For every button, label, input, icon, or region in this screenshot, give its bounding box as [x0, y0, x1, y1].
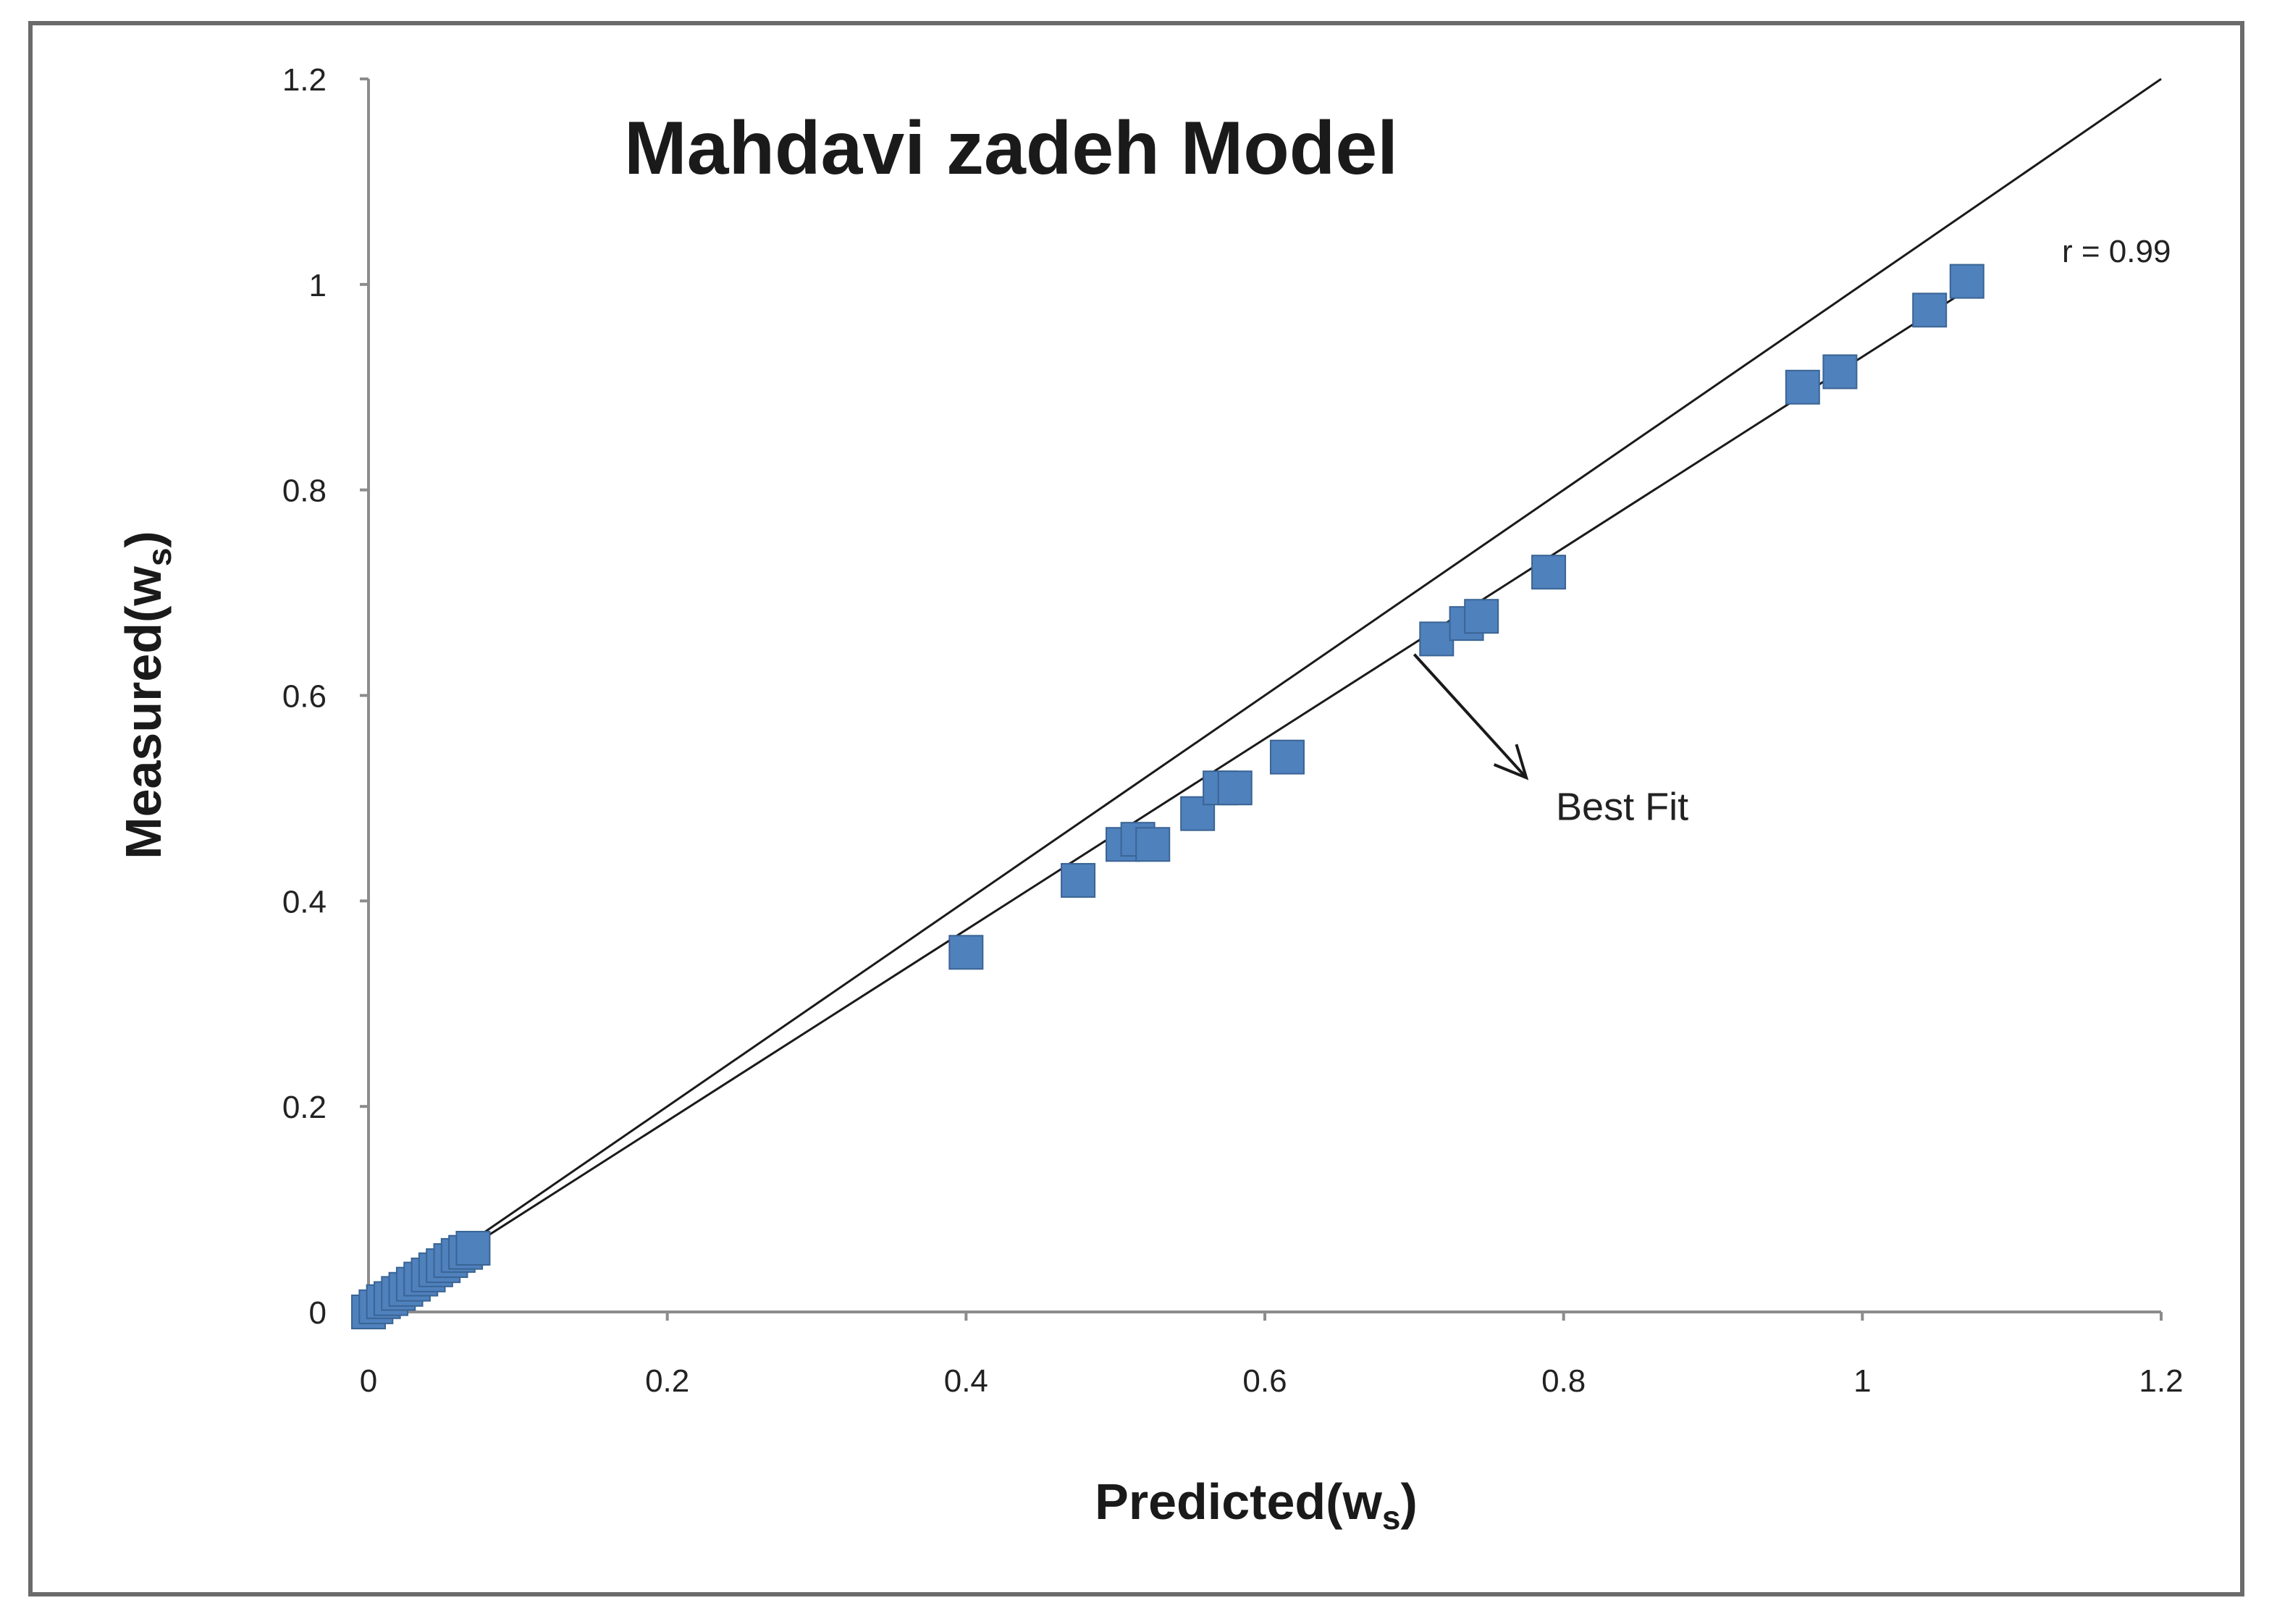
x-tick-label: 0.2 [645, 1363, 689, 1399]
y-tick-label: 0.6 [282, 679, 327, 715]
x-axis-title-close: ) [1401, 1473, 1418, 1530]
x-tick-label: 1.2 [2139, 1363, 2183, 1399]
annotations: r = 0.99 Best Fit [1413, 234, 2171, 828]
data-point [455, 1231, 491, 1266]
best-fit-label: Best Fit [1556, 785, 1688, 828]
y-axis-title: Measured(ws) [115, 531, 178, 859]
y-tick-label: 0.8 [282, 474, 327, 509]
x-tick-label: 0.6 [1242, 1363, 1287, 1399]
y-tick-label: 0.2 [282, 1090, 327, 1125]
y-tick-label: 0 [309, 1295, 327, 1331]
one-to-one-line [368, 77, 2162, 1313]
data-point [1217, 770, 1253, 806]
y-axis-title-close: ) [115, 531, 172, 547]
x-tick-label: 0.4 [944, 1363, 988, 1399]
best-fit-line [368, 293, 1961, 1313]
figure-frame [28, 21, 2244, 1596]
x-axis-title-main: Predicted(w [1095, 1473, 1382, 1530]
data-point [1061, 862, 1096, 898]
chart-title: Mahdavi zadeh Model [624, 106, 1398, 190]
y-axis-title-subscript: s [140, 548, 178, 567]
reference-lines [368, 77, 2162, 1313]
y-tick-label: 0.4 [282, 884, 327, 920]
data-point [1419, 621, 1455, 657]
data-point [1135, 827, 1171, 862]
best-fit-arrow [1413, 653, 1528, 779]
r-value-label: r = 0.99 [2062, 234, 2171, 269]
x-axis-title: Predicted(ws) [1095, 1473, 1418, 1536]
data-points [351, 264, 1985, 1329]
x-tick-label: 0 [360, 1363, 377, 1399]
y-tick-label: 1.2 [282, 62, 327, 98]
data-point [1949, 264, 1985, 299]
x-axis-title-subscript: s [1382, 1499, 1401, 1536]
y-axis-ticks: 0 0.2 0.4 0.6 0.8 1 1.2 [282, 62, 369, 1331]
data-point [1464, 599, 1499, 634]
x-tick-label: 0.8 [1541, 1363, 1586, 1399]
data-point [1912, 293, 1948, 328]
plot-area: 0 0.2 0.4 0.6 0.8 1 1.2 0 0.2 0.4 0.6 0.8 1 1.2 r = … [282, 62, 2184, 1399]
data-point [1531, 555, 1567, 590]
data-point [1269, 739, 1305, 775]
data-point [1822, 354, 1858, 390]
y-axis-title-main: Measured(w [115, 566, 172, 859]
data-point [948, 935, 984, 970]
y-tick-label: 1 [309, 268, 327, 303]
x-axis-ticks: 0 0.2 0.4 0.6 0.8 1 1.2 [360, 1312, 2184, 1399]
best-fit-arrowhead [1493, 744, 1529, 781]
data-point [1785, 369, 1820, 405]
x-tick-label: 1 [1853, 1363, 1871, 1399]
